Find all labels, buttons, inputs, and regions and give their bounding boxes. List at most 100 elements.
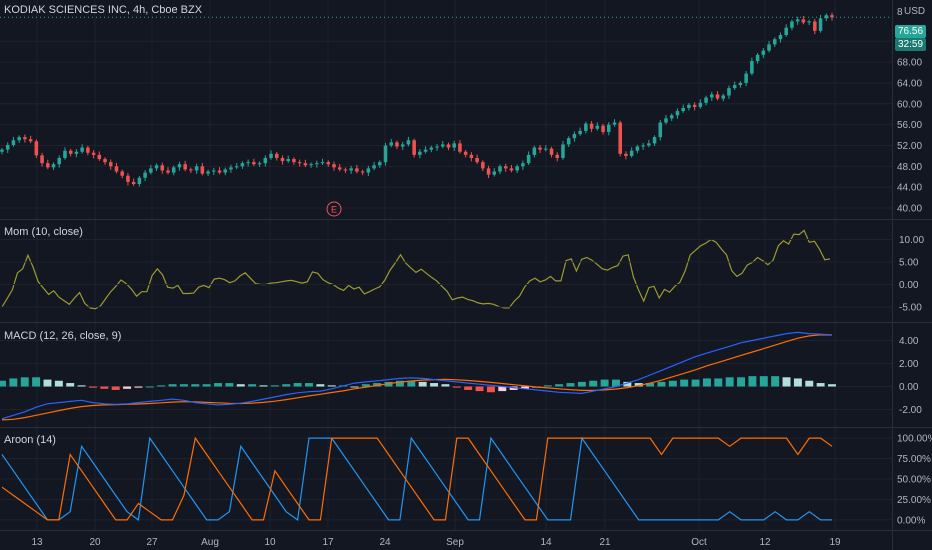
- candle-body: [252, 162, 256, 165]
- macd-pane-title: MACD (12, 26, close, 9): [4, 330, 122, 342]
- candle-body: [744, 73, 748, 83]
- candle-body: [46, 163, 50, 168]
- candle-body: [297, 162, 302, 164]
- price-tick-label: 68.00: [897, 58, 922, 69]
- aroon-tick-label: 0.00%: [897, 515, 925, 526]
- candle-body: [63, 150, 67, 158]
- macd-histogram-bar: [43, 379, 52, 387]
- candle-body: [732, 85, 737, 89]
- macd-histogram-bar: [725, 377, 734, 387]
- candle-body: [200, 166, 205, 174]
- candle-body: [440, 144, 445, 147]
- macd-histogram-bar: [214, 383, 223, 387]
- candle-body: [818, 18, 823, 31]
- momentum-line: [1, 229, 831, 310]
- candle-body: [606, 124, 611, 132]
- macd-histogram-bar: [168, 384, 177, 387]
- macd-tick-label: 0.00: [899, 382, 919, 393]
- candle-body: [343, 169, 348, 171]
- candle-body: [320, 162, 325, 164]
- macd-histogram-bar: [236, 384, 245, 387]
- candle-body: [538, 147, 542, 150]
- candle-body: [463, 151, 468, 155]
- aroon-up-line: [1, 436, 833, 521]
- candle-body: [750, 61, 754, 74]
- macd-histogram-bar: [646, 383, 655, 387]
- macd-histogram-bar: [179, 384, 188, 387]
- candle-body: [194, 166, 199, 171]
- macd-histogram-bar: [111, 386, 120, 390]
- candle-body: [469, 154, 474, 158]
- candle-body: [446, 144, 451, 148]
- candle-body: [561, 144, 565, 158]
- macd-histogram-bar: [430, 383, 439, 387]
- candle-body: [80, 147, 84, 152]
- macd-histogram-bar: [486, 386, 495, 393]
- candle-body: [269, 153, 273, 158]
- candle-body: [486, 168, 491, 175]
- earnings-marker: [326, 201, 342, 217]
- candle-body: [189, 169, 193, 171]
- candle-body: [143, 172, 147, 178]
- candle-body: [727, 88, 731, 96]
- time-axis-label: 12: [759, 537, 771, 548]
- macd-histogram-bar: [0, 380, 6, 387]
- candle-body: [257, 163, 262, 165]
- candle-body: [40, 155, 44, 164]
- candle-body: [383, 145, 388, 163]
- candle-body: [544, 148, 548, 150]
- macd-tick-label: -2.00: [899, 405, 922, 416]
- candle-body: [669, 115, 674, 119]
- macd-histogram-bar: [577, 381, 586, 387]
- candle-body: [801, 19, 806, 23]
- macd-histogram-bar: [407, 380, 416, 387]
- candle-body: [767, 44, 771, 51]
- candle-body: [274, 153, 279, 158]
- candle-body: [0, 149, 4, 152]
- macd-histogram-bar: [134, 386, 143, 388]
- candle-body: [761, 50, 766, 55]
- candle-body: [160, 165, 165, 171]
- candle-body: [721, 95, 726, 99]
- candle-body: [378, 162, 382, 166]
- candle-body: [795, 19, 800, 22]
- time-axis-label: 21: [599, 537, 611, 548]
- candle-body: [212, 170, 216, 172]
- candle-body: [664, 118, 668, 123]
- macd-histogram-bar: [395, 380, 404, 387]
- candle-body: [57, 157, 62, 165]
- macd-histogram-bar: [100, 386, 109, 389]
- macd-histogram-bar: [157, 385, 166, 387]
- time-axis-label: 17: [322, 537, 334, 548]
- macd-signal-line: [1, 334, 833, 421]
- macd-histogram-bar: [191, 384, 200, 387]
- time-axis-label: Aug: [201, 537, 219, 548]
- macd-histogram-bar: [498, 386, 507, 392]
- candle-body: [635, 146, 640, 151]
- candle-body: [555, 154, 560, 158]
- macd-line: [1, 331, 833, 420]
- candle-body: [206, 171, 210, 174]
- candle-body: [366, 168, 371, 173]
- aroon-pane-title: Aroon (14): [4, 434, 56, 446]
- candle-body: [418, 151, 422, 155]
- candle-body: [824, 15, 829, 19]
- candle-body: [395, 142, 399, 147]
- candle-body: [360, 171, 365, 173]
- candle-body: [154, 165, 159, 169]
- macd-histogram-bar: [805, 380, 814, 387]
- candle-body: [647, 143, 651, 146]
- candle-body: [772, 39, 777, 45]
- macd-histogram-bar: [702, 378, 711, 387]
- macd-histogram-bar: [20, 377, 29, 387]
- candle-body: [738, 82, 743, 86]
- candle-body: [171, 167, 176, 173]
- candle-body: [618, 122, 622, 154]
- candle-body: [423, 149, 428, 152]
- candle-body: [589, 123, 594, 129]
- candle-body: [309, 164, 313, 166]
- macd-histogram-bar: [54, 380, 63, 387]
- candle-body: [492, 171, 497, 175]
- macd-histogram-bar: [623, 381, 632, 387]
